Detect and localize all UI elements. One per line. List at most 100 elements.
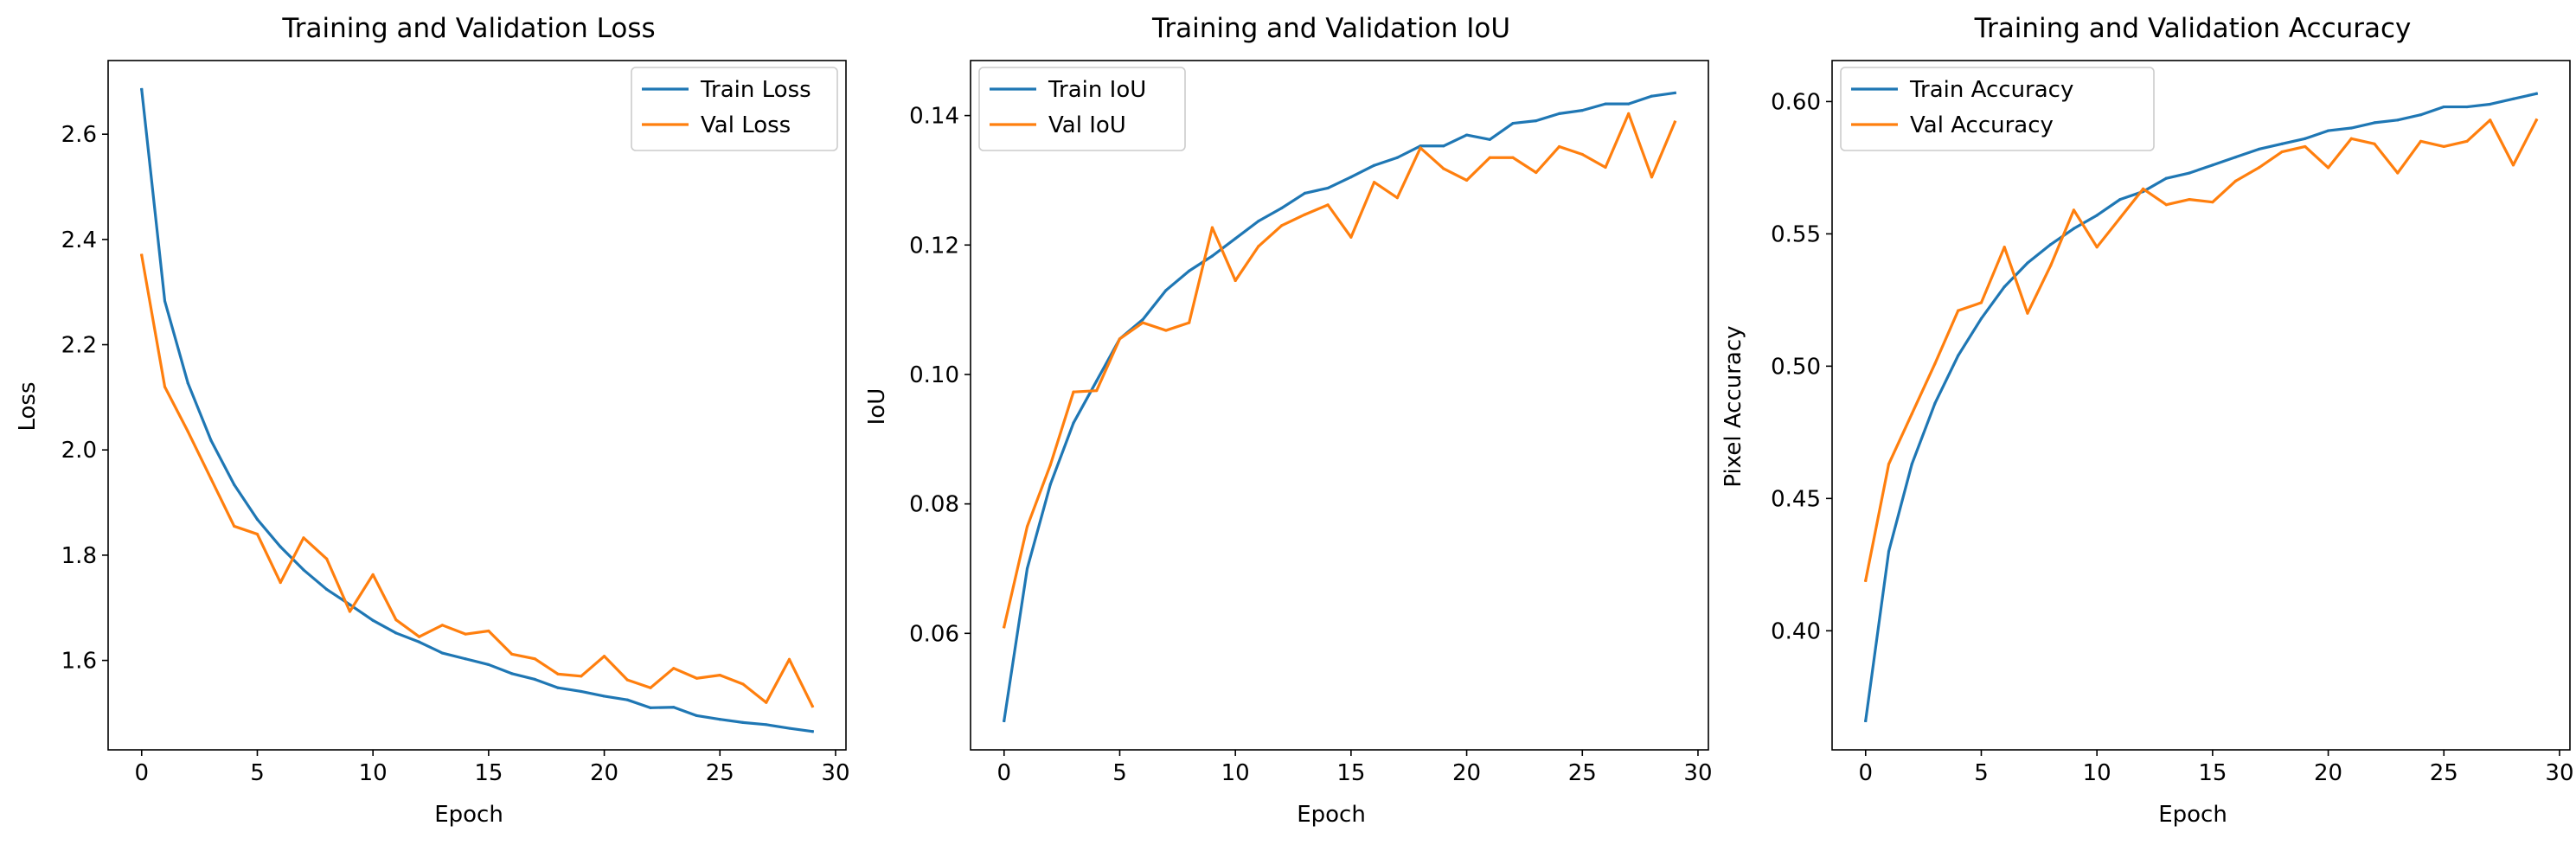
legend-label: Train IoU: [1048, 77, 1146, 103]
data-point: [2049, 243, 2053, 246]
x-tick-label: 0: [1858, 760, 1873, 786]
data-point: [625, 698, 629, 701]
data-point: [1933, 362, 1937, 365]
data-point: [1141, 321, 1144, 324]
chart-title: Training and Validation IoU: [1151, 13, 1510, 44]
data-point: [1442, 167, 1445, 170]
x-tick-label: 25: [1568, 760, 1597, 786]
data-point: [510, 672, 514, 675]
data-point: [1864, 579, 1868, 582]
legend: Train IoU Val IoU: [978, 67, 1186, 151]
x-tick-label: 25: [2430, 760, 2458, 786]
data-point: [279, 545, 282, 548]
data-point: [1003, 719, 1006, 722]
data-point: [2095, 246, 2099, 249]
data-point: [2326, 166, 2330, 170]
x-axis-label: Epoch: [434, 802, 503, 828]
data-point: [440, 624, 444, 627]
data-point: [1957, 309, 1960, 312]
data-point: [1488, 156, 1491, 159]
data-point: [2072, 208, 2076, 212]
x-tick-label: 15: [1336, 760, 1365, 786]
data-point: [279, 580, 282, 585]
data-point: [2026, 311, 2029, 315]
data-point: [1280, 224, 1284, 227]
y-tick-label: 0.50: [1771, 354, 1821, 380]
chart-title: Training and Validation Loss: [281, 13, 655, 44]
y-tick-label: 0.06: [909, 621, 959, 647]
data-point: [325, 557, 329, 560]
data-point: [2349, 137, 2353, 140]
data-point: [1210, 254, 1214, 258]
data-point: [348, 603, 352, 606]
data-point: [741, 682, 745, 686]
data-point: [2396, 118, 2400, 122]
data-point: [625, 678, 629, 682]
data-point: [233, 483, 236, 486]
data-point: [348, 610, 352, 613]
data-point: [695, 714, 699, 718]
series-line: [139, 253, 815, 708]
data-point: [1095, 379, 1099, 383]
series-line: [1863, 118, 2539, 583]
data-point: [418, 640, 421, 643]
data-point: [2419, 139, 2423, 143]
data-point: [2211, 163, 2214, 167]
y-tick-label: 2.0: [61, 438, 97, 464]
data-point: [556, 686, 560, 689]
data-point: [140, 253, 144, 257]
legend-label: Val Loss: [701, 112, 791, 138]
data-point: [672, 667, 676, 670]
data-point: [2049, 264, 2053, 267]
data-point: [1557, 112, 1561, 115]
data-point: [1957, 354, 1960, 357]
data-point: [1326, 186, 1330, 190]
data-point: [1887, 549, 1891, 554]
data-point: [1234, 278, 1237, 283]
data-point: [1673, 120, 1676, 124]
data-point: [787, 727, 791, 730]
data-point: [2257, 147, 2260, 151]
data-point: [255, 532, 260, 536]
data-point: [1488, 138, 1491, 141]
x-axis-label: Epoch: [2158, 802, 2227, 828]
x-tick-label: 20: [590, 760, 618, 786]
data-point: [1188, 269, 1191, 272]
data-point: [695, 676, 699, 680]
data-point: [209, 439, 213, 442]
data-point: [2511, 97, 2515, 100]
data-point: [1627, 112, 1631, 115]
data-point: [510, 652, 514, 656]
y-tick-label: 1.8: [61, 543, 97, 569]
data-point: [1511, 121, 1515, 125]
data-point: [580, 675, 583, 678]
x-tick-label: 10: [1221, 760, 1250, 786]
data-point: [2234, 179, 2238, 182]
data-point: [1464, 178, 1469, 182]
y-tick-label: 0.12: [909, 233, 959, 259]
data-point: [2419, 113, 2423, 117]
data-point: [418, 635, 421, 638]
x-tick-label: 0: [996, 760, 1011, 786]
x-tick-label: 5: [1974, 760, 1989, 786]
data-point: [371, 618, 375, 622]
data-point: [1303, 191, 1306, 195]
data-point: [1072, 421, 1075, 425]
data-point: [2188, 198, 2191, 202]
data-point: [1025, 567, 1029, 571]
y-tick-label: 2.4: [61, 227, 97, 253]
data-point: [1303, 213, 1306, 216]
data-point: [2489, 102, 2492, 106]
data-point: [1188, 321, 1191, 324]
data-point: [325, 587, 329, 592]
x-tick-label: 0: [134, 760, 149, 786]
x-tick-label: 5: [1112, 760, 1127, 786]
data-point: [1673, 91, 1676, 95]
data-point: [533, 657, 536, 661]
data-point: [1604, 102, 1607, 106]
data-point: [1864, 719, 1868, 722]
data-point: [1580, 109, 1584, 112]
data-point: [2095, 214, 2099, 217]
